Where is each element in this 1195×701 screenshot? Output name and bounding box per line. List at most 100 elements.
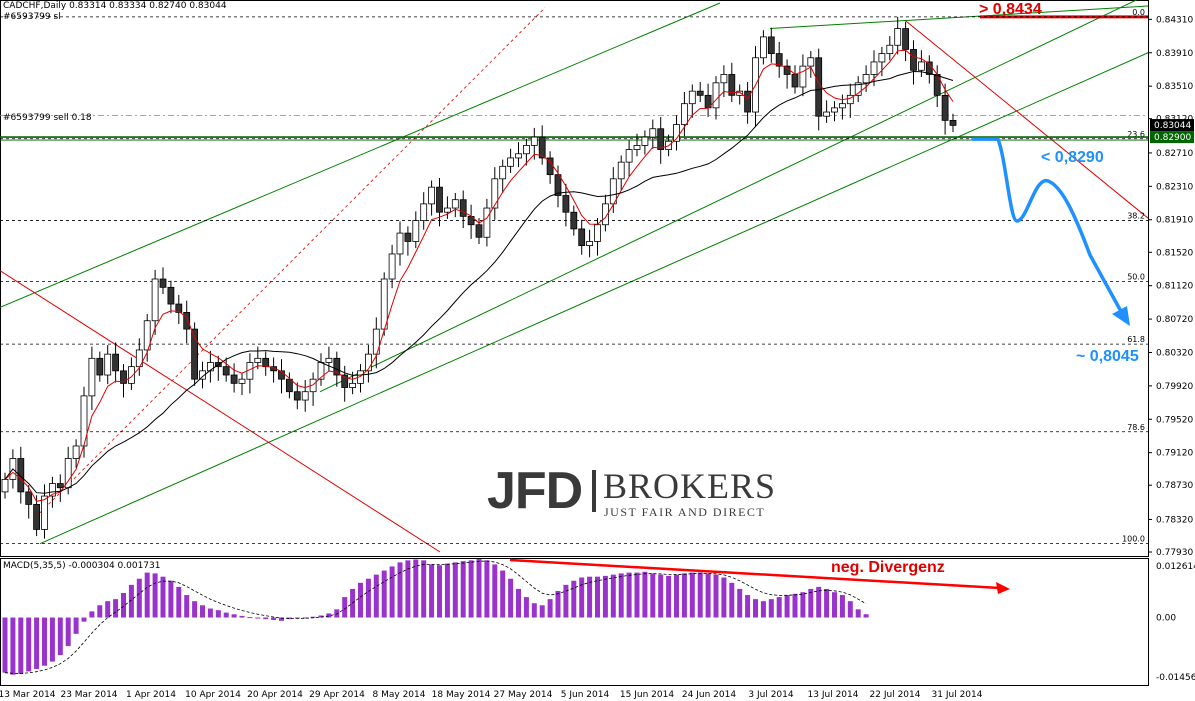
candle — [578, 228, 586, 247]
macd-bar — [563, 584, 569, 618]
candle — [538, 136, 546, 159]
macd-bar — [721, 577, 727, 618]
candle — [254, 357, 262, 363]
candle — [159, 278, 167, 288]
candle — [918, 61, 925, 71]
price-tick-label: 0.78320 — [1156, 515, 1193, 525]
candle — [341, 374, 349, 388]
macd-bar — [405, 560, 411, 618]
candle — [775, 53, 783, 67]
price-tick-label: 0.80320 — [1156, 348, 1193, 358]
date-label: 29 Apr 2014 — [309, 690, 365, 700]
macd-bar — [539, 605, 545, 618]
macd-bar — [81, 617, 87, 622]
macd-bar — [334, 609, 340, 618]
macd-bar — [808, 588, 814, 618]
candle — [673, 124, 680, 142]
macd-bar — [508, 578, 514, 618]
macd-bar — [279, 617, 284, 621]
macd-bar — [358, 582, 363, 618]
candle — [570, 211, 578, 230]
candle — [791, 74, 799, 88]
logo-jfd: JFD — [487, 462, 583, 520]
candle — [317, 362, 325, 380]
candle — [72, 445, 80, 459]
candle — [491, 178, 499, 209]
macd-bar — [610, 574, 616, 618]
date-label: 31 Jul 2014 — [932, 690, 983, 700]
candle — [127, 366, 135, 384]
candle — [285, 378, 293, 393]
upper-target-label: > 0,8434 — [979, 1, 1042, 18]
macd-bar — [26, 617, 32, 672]
macd-bar — [286, 617, 292, 620]
macd-tick-label: 0.00 — [1156, 614, 1176, 624]
candle — [191, 328, 199, 380]
macd-bar — [816, 586, 822, 618]
candle — [815, 57, 823, 117]
candle — [428, 186, 436, 205]
candle — [902, 28, 909, 50]
ema-fast-line — [4, 49, 954, 502]
macd-bar — [247, 617, 253, 619]
macd-bar — [318, 615, 324, 618]
candle — [483, 207, 491, 238]
date-label: 13 Jul 2014 — [808, 690, 859, 700]
macd-bar — [200, 605, 205, 618]
channel-mid — [319, 0, 1138, 393]
macd-bar — [484, 560, 490, 618]
macd-bar — [681, 573, 687, 618]
candle — [175, 303, 183, 313]
macd-bar — [571, 580, 577, 618]
macd-bar — [523, 597, 529, 618]
macd-bar — [753, 599, 758, 618]
candle — [530, 136, 538, 146]
macd-bar — [452, 562, 458, 618]
macd-bar — [57, 617, 63, 656]
candle — [388, 253, 396, 280]
date-label: 18 May 2014 — [432, 690, 491, 700]
candle — [823, 111, 830, 117]
macd-bar — [547, 599, 553, 618]
candle — [112, 353, 119, 372]
candle — [349, 382, 357, 388]
macd-bar — [239, 615, 245, 618]
fib-label-6: 100.0 — [1122, 535, 1145, 544]
date-label: 10 Apr 2014 — [185, 690, 241, 700]
date-label: 3 Jul 2014 — [748, 690, 793, 700]
level-price-box — [1150, 131, 1194, 144]
candle — [562, 195, 570, 213]
macd-bar — [263, 617, 269, 620]
candle — [736, 90, 744, 96]
macd-bar — [437, 565, 442, 618]
candle — [459, 199, 467, 217]
candle — [183, 311, 191, 330]
macd-bar — [207, 608, 213, 618]
fibonacci-levels: 0.0 23.6 38.2 50.0 61.8 78.6 100.0 — [0, 8, 1148, 545]
macd-bar — [832, 592, 837, 618]
current-price-label: 0.83044 — [1154, 121, 1191, 131]
macd-bar — [34, 617, 40, 669]
macd-bar — [555, 590, 561, 618]
candle — [167, 286, 175, 305]
macd-bar — [113, 599, 119, 618]
price-tick-label: 0.84310 — [1156, 15, 1193, 25]
fib-label-1: 23.6 — [1127, 130, 1145, 139]
candle — [104, 353, 112, 376]
candle — [412, 220, 420, 242]
sma-slow-line — [4, 70, 954, 494]
candle — [222, 366, 230, 376]
macd-bar — [824, 588, 830, 618]
price-tick-label: 0.79120 — [1156, 449, 1193, 459]
date-label: 22 Jul 2014 — [870, 690, 921, 700]
channel-upper — [0, 2, 721, 308]
candle — [436, 186, 443, 213]
macd-bar — [800, 592, 806, 618]
macd-bar — [215, 610, 221, 618]
date-label: 13 Mar 2014 — [0, 690, 56, 700]
fib-label-5: 78.6 — [1127, 423, 1145, 432]
candle — [633, 145, 641, 151]
candle — [499, 165, 507, 180]
candle — [325, 357, 333, 363]
